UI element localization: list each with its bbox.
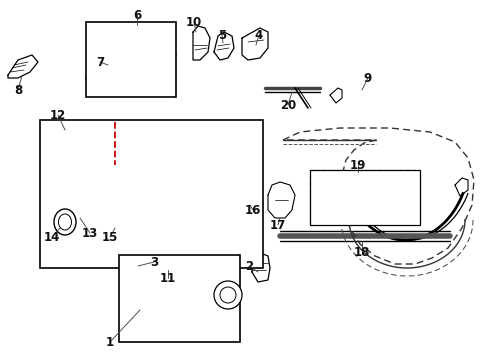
Bar (86, 22, 176, 97)
Text: 2: 2 (244, 260, 253, 273)
Text: 20: 20 (279, 99, 296, 112)
Text: 15: 15 (102, 230, 118, 243)
Text: 14: 14 (44, 230, 60, 243)
Bar (119, 255, 240, 342)
Text: 3: 3 (150, 256, 158, 269)
Bar (309, 170, 419, 225)
Text: 13: 13 (81, 226, 98, 239)
Ellipse shape (54, 209, 76, 235)
Ellipse shape (59, 214, 71, 230)
Circle shape (220, 287, 236, 303)
Text: 10: 10 (185, 15, 202, 28)
Text: 7: 7 (96, 55, 104, 68)
Text: 5: 5 (218, 28, 225, 41)
Bar (40, 120, 263, 268)
Text: 1: 1 (106, 336, 114, 348)
Text: 18: 18 (353, 246, 369, 258)
Text: 16: 16 (244, 203, 261, 216)
Circle shape (214, 281, 242, 309)
Text: 11: 11 (160, 271, 176, 284)
Text: 9: 9 (363, 72, 371, 85)
Text: 19: 19 (349, 158, 366, 171)
Text: 12: 12 (50, 108, 66, 122)
Text: 4: 4 (254, 28, 263, 41)
Text: 8: 8 (14, 84, 22, 96)
Text: 6: 6 (133, 9, 141, 22)
Text: 17: 17 (269, 219, 285, 231)
